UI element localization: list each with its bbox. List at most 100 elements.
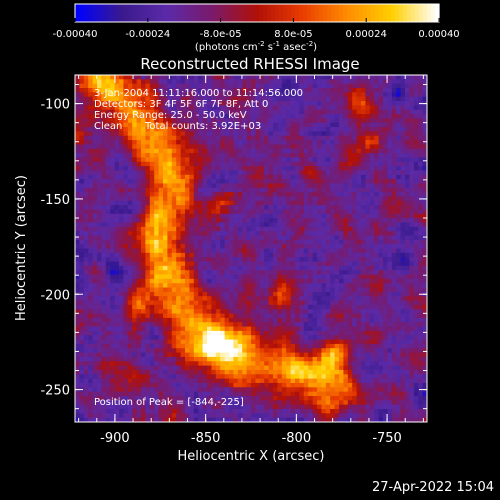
heatmap-cell [303,209,309,215]
heatmap-cell [220,252,226,258]
heatmap-cell [400,153,406,158]
heatmap-cell [75,83,80,89]
colorbar-segment [127,4,132,22]
heatmap-cell [242,200,248,206]
colorbar-segment [371,4,376,22]
heatmap-cell [92,252,98,258]
heatmap-cell [409,114,415,119]
heatmap-cell [251,313,256,319]
heatmap-cell [299,135,305,141]
heatmap-cell [422,304,428,310]
heatmap-cell [422,88,428,93]
heatmap-cell [105,304,111,310]
heatmap-cell [97,179,102,184]
heatmap-cell [145,135,151,141]
heatmap-cell [330,170,336,176]
heatmap-cell [215,283,221,289]
heatmap-cell [237,170,243,176]
heatmap-cell [211,317,217,323]
heatmap-cell [207,196,212,202]
heatmap-cell [189,205,195,210]
heatmap-cell [413,270,419,276]
heatmap-cell [215,157,221,163]
heatmap-cell [352,218,358,223]
heatmap-cell [123,101,129,106]
heatmap-cell [317,118,322,124]
heatmap-cell [193,287,199,293]
heatmap-cell [405,296,410,302]
heatmap-cell [361,122,366,128]
heatmap-cell [387,166,393,171]
heatmap-cell [308,278,314,284]
heatmap-cell [163,109,168,115]
heatmap-cell [215,278,221,284]
heatmap-cell [303,83,309,89]
heatmap-cell [299,248,305,254]
heatmap-cell [101,213,107,219]
heatmap-cell [110,231,116,236]
heatmap-cell [387,114,393,119]
heatmap-cell [299,122,305,128]
heatmap-cell [224,257,230,263]
heatmap-cell [251,170,256,176]
heatmap-cell [273,131,278,137]
heatmap-cell [387,287,393,293]
heatmap-cell [141,322,146,328]
heatmap-cell [207,96,212,102]
heatmap-cell [308,192,314,197]
heatmap-cell [207,265,212,271]
heatmap-cell [251,274,256,280]
heatmap-cell [136,144,142,150]
heatmap-cell [185,179,190,184]
colorbar-segment [107,4,112,22]
heatmap-cell [339,144,344,150]
heatmap-cell [352,270,358,276]
heatmap-cell [145,317,151,323]
heatmap-cell [347,218,353,223]
heatmap-cell [312,196,318,202]
heatmap-cell [127,88,133,93]
heatmap-cell [321,75,327,80]
heatmap-cell [141,179,146,184]
heatmap-cell [193,244,199,249]
heatmap-cell [176,296,182,302]
heatmap-cell [286,140,292,145]
heatmap-cell [374,317,380,323]
heatmap-cell [154,244,160,249]
heatmap-cell [149,196,155,202]
heatmap-cell [286,174,292,180]
heatmap-cell [110,187,116,193]
heatmap-cell [171,157,177,163]
heatmap-cell [233,183,239,189]
heatmap-cell [97,161,102,167]
heatmap-cell [281,187,287,193]
heatmap-cell [268,109,274,115]
heatmap-cell [325,109,331,115]
heatmap-cell [233,131,239,137]
heatmap-cell [136,231,142,236]
heatmap-cell [136,92,142,98]
heatmap-cell [277,170,283,176]
heatmap-cell [281,170,287,176]
heatmap-cell [185,287,190,293]
heatmap-cell [180,274,186,280]
heatmap-cell [273,257,278,263]
heatmap-cell [374,157,380,163]
heatmap-cell [242,140,248,145]
heatmap-cell [154,300,160,306]
heatmap-cell [281,75,287,80]
heatmap-cell [317,283,322,289]
heatmap-cell [369,187,375,193]
heatmap-cell [273,153,278,158]
heatmap-cell [158,283,164,289]
heatmap-cell [400,96,406,102]
heatmap-cell [110,79,116,85]
heatmap-cell [259,270,265,276]
heatmap-cell [176,166,182,171]
heatmap-cell [396,157,402,163]
heatmap-cell [255,218,261,223]
heatmap-cell [361,330,366,336]
heatmap-cell [189,261,195,267]
heatmap-cell [325,131,331,137]
heatmap-cell [312,179,318,184]
